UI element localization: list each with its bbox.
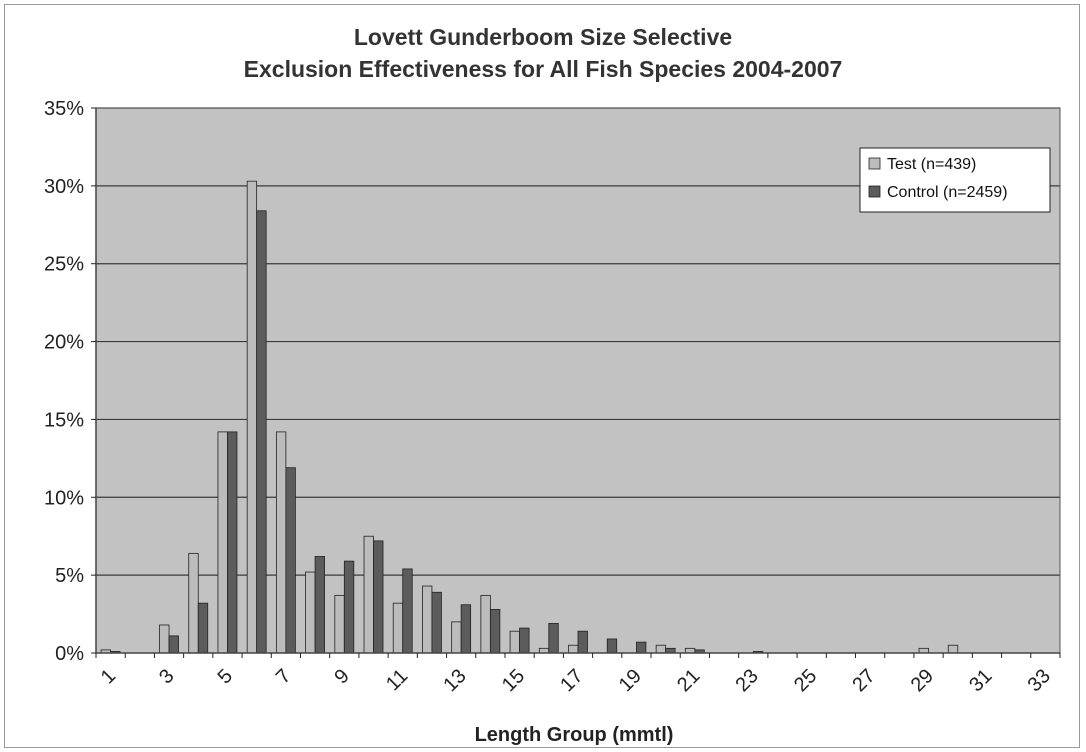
chart-subtitle: Exclusion Effectiveness for All Fish Spe…	[243, 56, 843, 82]
legend-label-test: Test (n=439)	[887, 156, 976, 173]
y-tick-label-6: 30%	[44, 176, 84, 198]
bar-test-4	[188, 552, 199, 654]
bar-test-9	[334, 594, 345, 654]
bar-control-12	[431, 591, 442, 654]
bar-test-17	[568, 644, 579, 654]
plot-border	[95, 107, 1061, 654]
legend: Test (n=439) Control (n=2459)	[859, 147, 1051, 213]
bar-control-3	[168, 635, 179, 654]
y-tick-label-5: 25%	[44, 254, 84, 276]
x-tick-label-11: 11	[382, 665, 412, 695]
bars	[100, 180, 959, 654]
y-tick-label-3: 15%	[44, 409, 84, 431]
bar-control-15	[519, 627, 530, 654]
bar-test-12	[422, 585, 433, 654]
bar-control-4	[197, 602, 209, 654]
bar-control-5	[227, 431, 238, 654]
axes	[91, 107, 1061, 658]
bar-test-14	[480, 594, 491, 654]
legend-swatch-control	[868, 185, 881, 198]
bar-control-14	[489, 609, 501, 654]
bar-test-3	[159, 624, 170, 654]
bar-control-10	[373, 540, 384, 654]
y-tick-label-1: 5%	[55, 565, 84, 587]
bar-test-20	[655, 644, 667, 654]
chart-title: Lovett Gunderboom Size Selective	[353, 24, 733, 50]
y-tick-label-4: 20%	[44, 332, 84, 354]
x-tick-label-5: 5	[214, 665, 237, 688]
bar-test-11	[392, 602, 404, 654]
bar-control-11	[402, 568, 413, 654]
x-tick-label-15: 15	[498, 665, 529, 696]
y-tick-label-0: 0%	[55, 643, 84, 665]
bar-control-17	[577, 630, 588, 654]
x-tick-label-1: 1	[97, 665, 120, 688]
x-tick-label-9: 9	[330, 665, 353, 688]
bar-control-7	[285, 467, 296, 654]
x-tick-label-25: 25	[790, 665, 821, 696]
bar-control-16	[548, 623, 559, 654]
x-tick-labels: 1 3 5 7 9 11 13 15 17 19 21 23 25 27 29 31 33	[97, 665, 1055, 696]
bar-test-5	[217, 431, 228, 654]
bar-control-8	[314, 556, 325, 654]
x-tick-label-7: 7	[272, 665, 295, 688]
bar-test-10	[363, 535, 374, 654]
legend-swatch-test	[868, 157, 881, 170]
x-tick-label-3: 3	[155, 665, 178, 688]
x-tick-label-13: 13	[439, 665, 470, 696]
bar-control-6	[256, 210, 267, 654]
y-tick-label-2: 10%	[44, 487, 84, 509]
x-tick-label-23: 23	[732, 665, 763, 696]
bar-control-19	[636, 641, 647, 654]
x-tick-label-19: 19	[615, 665, 646, 696]
x-tick-label-21: 21	[673, 665, 704, 696]
y-tick-label-7: 35%	[44, 98, 84, 120]
bar-test-6	[246, 180, 258, 654]
x-axis-title: Length Group (mmtl)	[475, 724, 674, 746]
x-tick-label-17: 17	[556, 665, 587, 696]
bar-test-30	[947, 644, 959, 654]
bar-test-13	[451, 621, 462, 654]
legend-box	[859, 147, 1051, 213]
x-tick-label-29: 29	[907, 665, 938, 696]
x-tick-label-33: 33	[1024, 665, 1055, 696]
legend-label-control: Control (n=2459)	[887, 184, 1008, 201]
bar-control-18	[606, 638, 618, 654]
bar-test-7	[275, 431, 287, 654]
y-tick-labels: 0% 5% 10% 15% 20% 25% 30% 35%	[44, 98, 84, 665]
bar-control-13	[460, 604, 472, 654]
bar-test-15	[509, 630, 520, 654]
x-tick-label-31: 31	[965, 665, 996, 696]
bar-control-9	[343, 560, 355, 654]
bar-test-8	[305, 571, 316, 654]
x-tick-label-27: 27	[848, 665, 879, 696]
